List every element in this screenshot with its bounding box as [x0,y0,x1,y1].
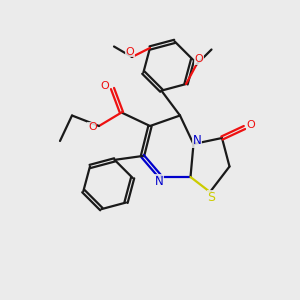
Text: N: N [193,134,202,148]
Text: N: N [154,175,164,188]
Text: O: O [247,119,256,130]
Text: O: O [88,122,97,133]
Text: O: O [125,46,134,57]
Text: S: S [208,191,215,204]
Text: O: O [194,54,203,64]
Text: O: O [100,80,109,91]
